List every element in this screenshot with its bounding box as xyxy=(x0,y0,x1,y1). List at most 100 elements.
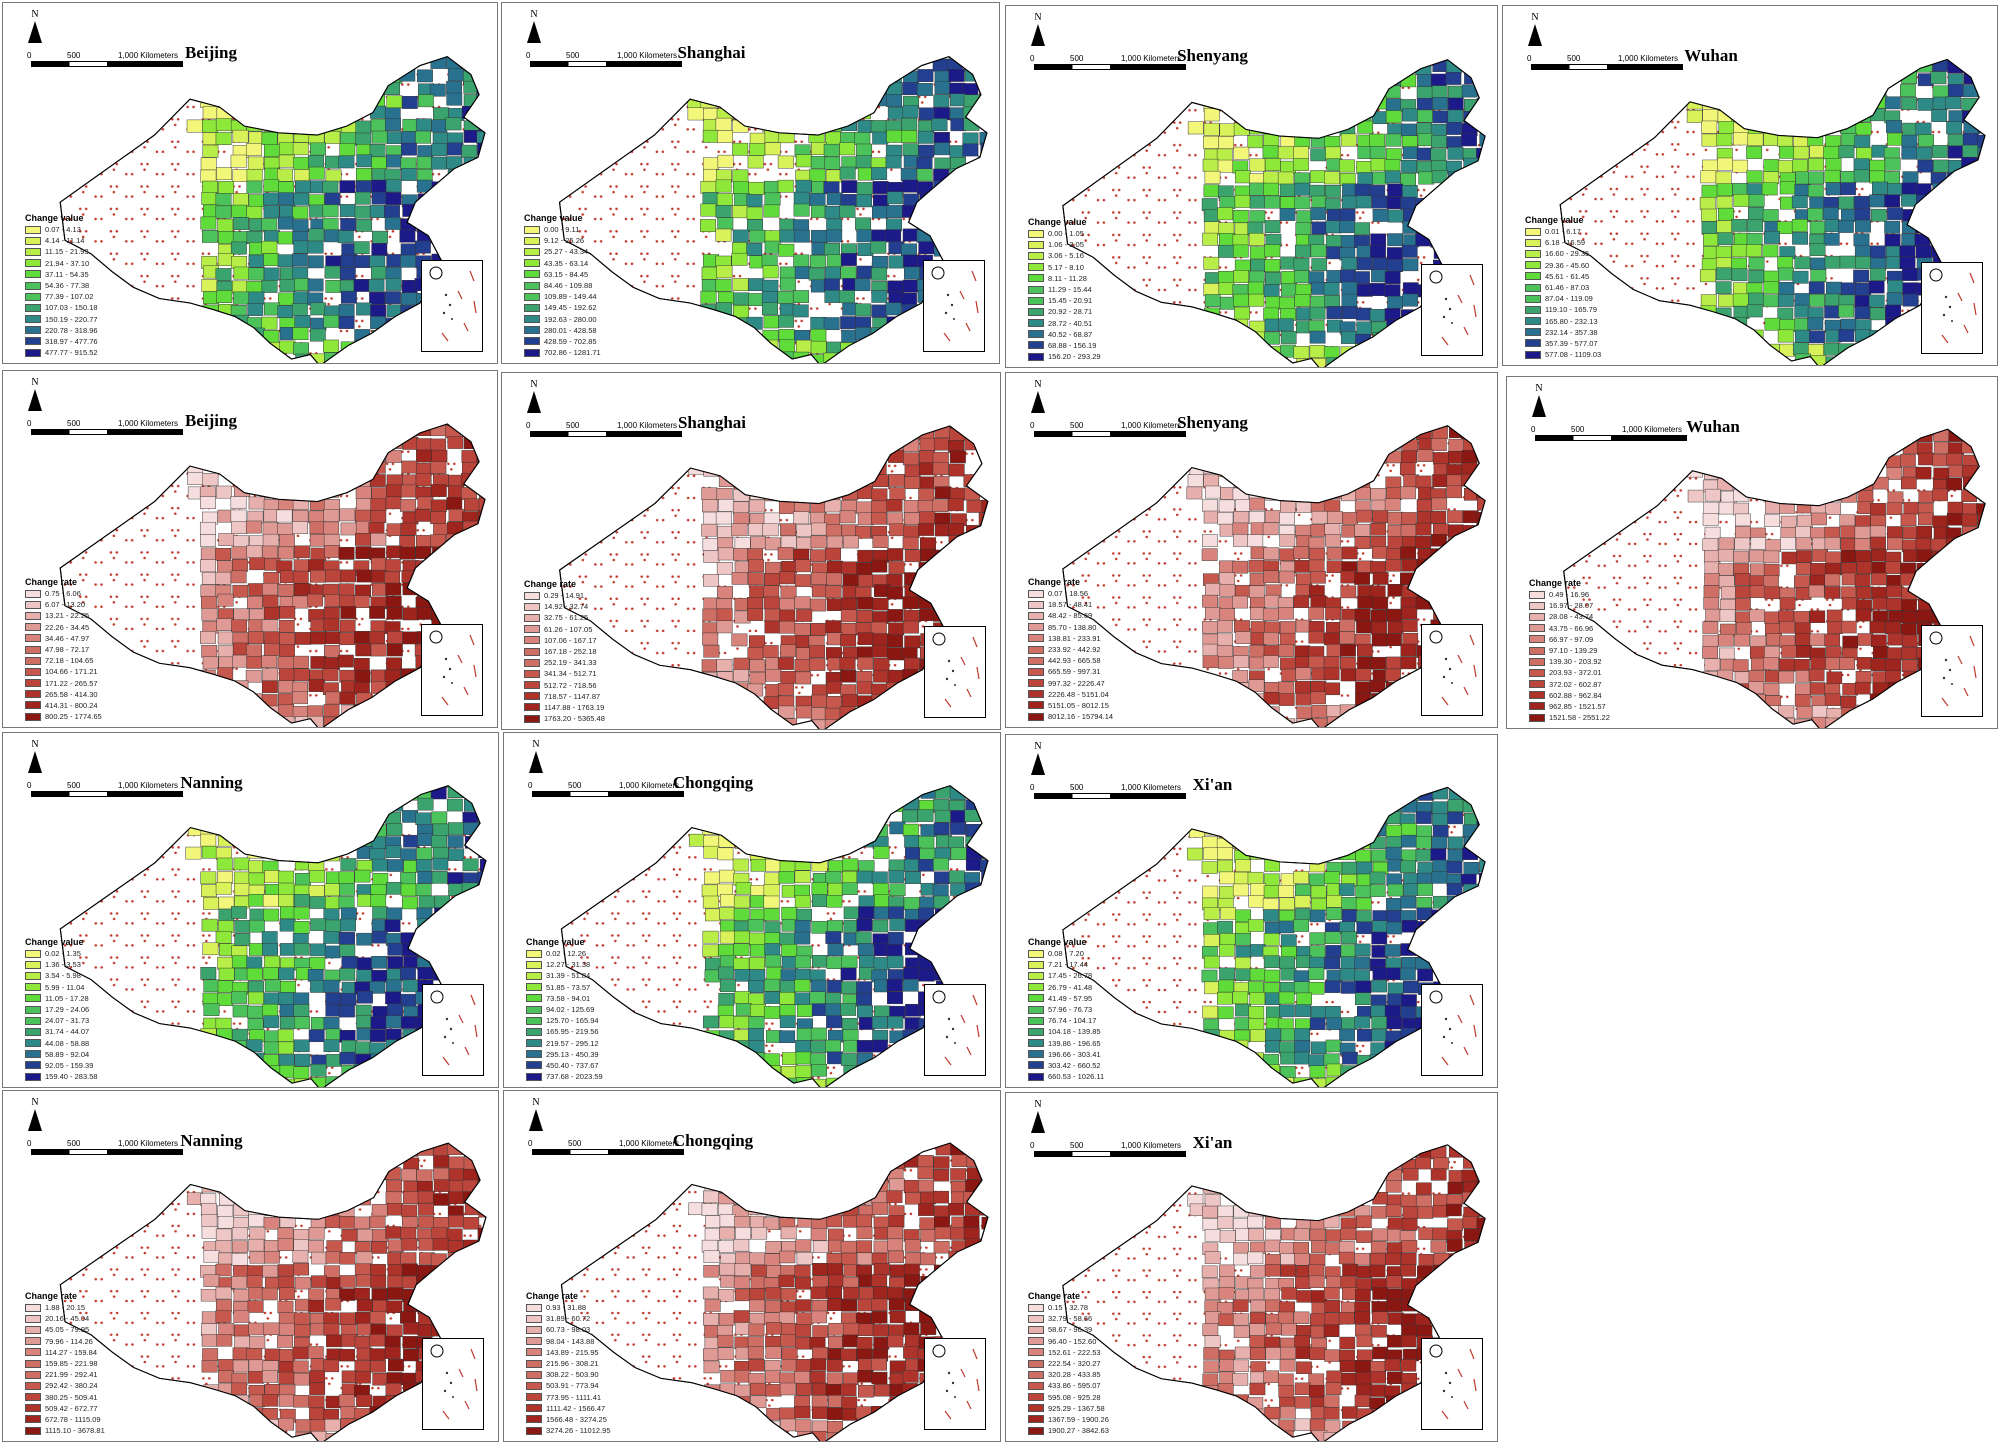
prefecture-region xyxy=(216,290,233,304)
prefecture-region xyxy=(1780,443,1797,456)
prefecture-region xyxy=(918,595,935,609)
prefecture-region xyxy=(872,131,889,145)
prefecture-region xyxy=(1295,123,1311,137)
prefecture-region xyxy=(230,509,247,523)
prefecture-region xyxy=(1961,513,1978,527)
prefecture-region xyxy=(430,511,447,524)
prefecture-region xyxy=(384,559,401,572)
legend: Change value 0.01 - 6.17 6.18 - 16.59 16.60… xyxy=(1525,215,1601,360)
south-china-sea-inset xyxy=(422,984,484,1076)
prefecture-region xyxy=(1477,595,1486,609)
prefecture-region xyxy=(1218,244,1234,258)
prefecture-region xyxy=(1947,717,1964,728)
prefecture-region xyxy=(1385,148,1402,162)
prefecture-region xyxy=(889,883,906,896)
prefecture-region xyxy=(1356,620,1372,634)
prefecture-region xyxy=(934,512,951,526)
prefecture-region xyxy=(1718,575,1735,588)
prefecture-region xyxy=(764,180,780,194)
prefecture-region xyxy=(493,608,498,620)
legend-label: 54.36 - 77.38 xyxy=(45,281,90,291)
prefecture-region xyxy=(856,194,873,208)
prefecture-region xyxy=(978,69,987,82)
legend-row: 3.06 - 5.16 xyxy=(1028,250,1101,261)
legend-swatch xyxy=(25,292,41,301)
prefecture-region xyxy=(430,193,447,207)
prefecture-region xyxy=(1495,668,1498,680)
prefecture-region xyxy=(1432,110,1449,124)
prefecture-region xyxy=(778,501,795,515)
prefecture-region xyxy=(781,810,798,824)
prefecture-region xyxy=(1372,510,1389,523)
legend-swatch xyxy=(25,1016,41,1025)
prefecture-region xyxy=(1701,84,1718,97)
prefecture-region xyxy=(292,71,309,85)
prefecture-region xyxy=(371,836,388,850)
prefecture-region xyxy=(1964,598,1980,612)
prefecture-region xyxy=(292,436,308,450)
prefecture-region xyxy=(1732,659,1749,672)
prefecture-region xyxy=(719,907,736,920)
prefecture-region xyxy=(248,706,265,720)
prefecture-region xyxy=(1930,71,1947,85)
prefecture-region xyxy=(841,561,858,575)
prefecture-region xyxy=(732,242,749,255)
legend-label: 104.66 - 171.21 xyxy=(45,667,98,677)
prefecture-region xyxy=(1869,620,1886,634)
prefecture-region xyxy=(749,659,766,673)
prefecture-region xyxy=(749,932,766,946)
prefecture-region xyxy=(1918,512,1934,526)
prefecture-region xyxy=(919,438,936,451)
prefecture-region xyxy=(1963,539,1979,553)
prefecture-region xyxy=(262,1077,279,1087)
prefecture-region xyxy=(401,96,418,109)
prefecture-region xyxy=(889,487,906,500)
prefecture-region xyxy=(1357,120,1374,134)
prefecture-region xyxy=(857,341,874,354)
prefecture-region xyxy=(886,499,903,512)
prefecture-region xyxy=(1807,108,1824,122)
prefecture-region xyxy=(1310,595,1327,608)
prefecture-region xyxy=(263,94,280,108)
prefecture-region xyxy=(1840,620,1857,634)
legend-swatch xyxy=(1525,305,1541,314)
legend-row: 962.85 - 1521.57 xyxy=(1529,701,1610,712)
prefecture-region xyxy=(201,279,218,292)
prefecture-region xyxy=(231,204,248,218)
prefecture-region xyxy=(432,823,449,837)
prefecture-region xyxy=(1402,632,1419,646)
scale-bar: 0 500 1,000 Kilometers xyxy=(1026,54,1226,84)
prefecture-region xyxy=(372,68,388,82)
prefecture-region xyxy=(1279,208,1296,221)
prefecture-region xyxy=(701,266,718,280)
prefecture-region xyxy=(948,56,965,60)
prefecture-region xyxy=(371,179,388,193)
prefecture-region xyxy=(826,229,843,243)
prefecture-region xyxy=(432,218,449,232)
prefecture-region xyxy=(1792,159,1808,173)
prefecture-region xyxy=(1979,232,1986,245)
prefecture-region xyxy=(340,918,356,932)
prefecture-region xyxy=(294,459,311,473)
prefecture-region xyxy=(796,908,812,922)
prefecture-region xyxy=(1946,477,1962,491)
prefecture-region xyxy=(1354,536,1371,549)
legend: Change value 0.00 - 9.11 9.12 - 25.26 25.27… xyxy=(524,213,601,358)
prefecture-region xyxy=(1872,181,1888,195)
prefecture-region xyxy=(794,920,811,933)
prefecture-region xyxy=(981,608,988,621)
prefecture-region xyxy=(1902,171,1919,185)
prefecture-region xyxy=(201,706,218,720)
prefecture-region xyxy=(1447,246,1464,260)
prefecture-region xyxy=(384,291,401,305)
prefecture-region xyxy=(308,155,324,168)
prefecture-region xyxy=(732,440,749,454)
prefecture-region xyxy=(430,484,447,497)
prefecture-region xyxy=(354,68,370,82)
prefecture-region xyxy=(203,809,220,822)
prefecture-region xyxy=(202,656,219,670)
prefecture-region xyxy=(495,462,498,474)
prefecture-region xyxy=(477,424,486,427)
prefecture-region xyxy=(1841,109,1857,123)
prefecture-region xyxy=(826,696,842,709)
